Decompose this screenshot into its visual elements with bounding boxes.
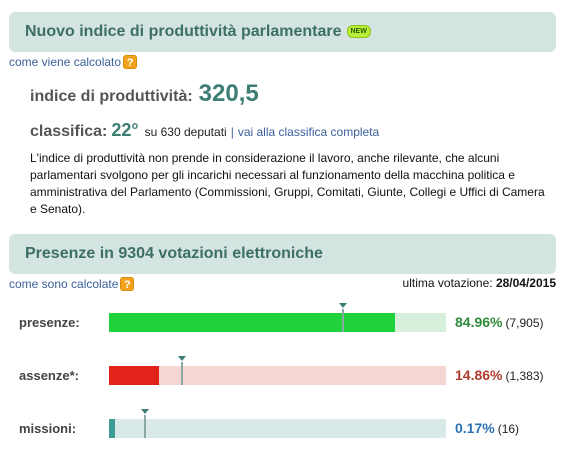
attendance-bar-fill [109,419,115,438]
attendance-row-label: missioni: [19,421,77,436]
question-icon[interactable]: ? [123,55,138,69]
average-marker-icon [339,303,347,332]
attendance-help-link[interactable]: come sono calcolate ? [9,277,135,291]
attendance-row: presenze: 84.96% (7,905) [0,303,568,333]
index-label: indice di produttività: [30,88,193,105]
attendance-count: (16) [497,422,520,436]
attendance-percentage-value: 84.96% [455,314,503,330]
attendance-percentage-value: 0.17% [455,420,495,436]
attendance-row-label: presenze: [19,315,80,330]
productivity-index: indice di produttività: 320,5 [30,80,259,108]
index-value: 320,5 [198,80,259,107]
attendance-title: Presenze in 9304 votazioni elettroniche [25,245,323,262]
question-icon[interactable]: ? [120,277,135,291]
productivity-header: Nuovo indice di produttività parlamentar… [9,12,556,52]
attendance-percentage: 14.86% (1,383) [455,367,544,383]
rank-separator: | [230,125,234,139]
productivity-help-link[interactable]: come viene calcolato ? [9,55,138,69]
attendance-bar-track [109,303,446,332]
full-ranking-link[interactable]: vai alla classifica completa [237,125,380,139]
attendance-row-label: assenze*: [19,368,79,383]
attendance-row: missioni: 0.17% (16) [0,409,568,439]
productivity-description: L'indice di produttività non prende in c… [30,151,545,216]
attendance-bar-track [109,409,446,438]
attendance-bar-track [109,356,446,385]
productivity-title: Nuovo indice di produttività parlamentar… [25,23,371,41]
average-marker-icon [141,409,149,438]
attendance-row: assenze*: 14.86% (1,383) [0,356,568,386]
last-vote-date: 28/04/2015 [495,276,556,290]
rank-label: classifica: [30,123,108,140]
last-vote: ultima votazione: 28/04/2015 [403,276,556,290]
attendance-bar-fill [109,313,395,332]
attendance-bar-fill [109,366,159,385]
attendance-percentage-value: 14.86% [455,367,503,383]
productivity-rank: classifica: 22° su 630 deputati | vai al… [30,120,379,141]
attendance-header: Presenze in 9304 votazioni elettroniche [9,234,556,274]
last-vote-label: ultima votazione: [402,276,493,290]
attendance-count: (1,383) [505,369,544,383]
attendance-percentage: 84.96% (7,905) [455,314,544,330]
rank-value: 22° [111,120,139,140]
rank-of: su 630 deputati [144,125,227,139]
attendance-percentage: 0.17% (16) [455,420,519,436]
average-marker-icon [178,356,186,385]
new-badge: NEW [346,25,371,39]
attendance-count: (7,905) [505,316,544,330]
